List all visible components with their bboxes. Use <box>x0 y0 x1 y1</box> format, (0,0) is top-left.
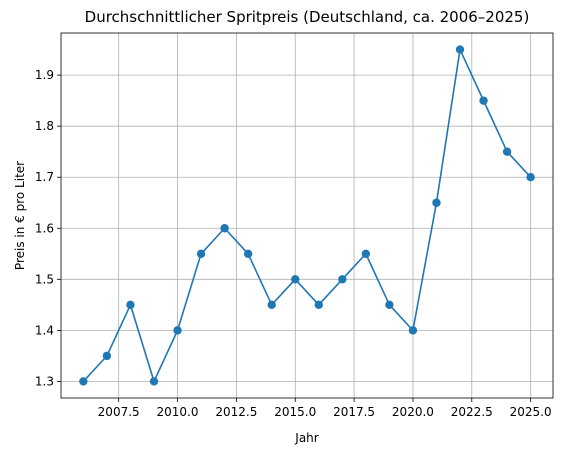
ticks: 2007.5 2010.0 2012.5 2015.0 2017.5 2020.0 2022… <box>35 68 552 419</box>
data-point <box>173 326 182 335</box>
y-tick-label: 1.6 <box>35 221 54 235</box>
y-tick-label: 1.7 <box>35 170 54 184</box>
x-tick-label: 2015.0 <box>274 405 316 419</box>
grid <box>61 33 553 398</box>
y-tick-label: 1.4 <box>35 323 54 337</box>
chart-title: Durchschnittlicher Spritpreis (Deutschla… <box>85 8 530 26</box>
data-point <box>385 300 394 310</box>
data-point <box>432 198 441 207</box>
data-point <box>126 300 135 310</box>
data-point <box>479 96 488 105</box>
data-point <box>314 300 323 310</box>
data-point <box>291 275 300 284</box>
data-point <box>455 45 465 54</box>
x-tick-label: 2012.5 <box>215 405 257 419</box>
data-point <box>338 275 347 284</box>
y-tick-label: 1.3 <box>35 374 54 388</box>
data-point <box>149 377 159 386</box>
y-axis-label: Preis in € pro Liter <box>13 161 27 270</box>
y-tick-label: 1.9 <box>35 68 54 82</box>
x-tick-label: 2007.5 <box>98 405 140 419</box>
y-tick-label: 1.5 <box>35 272 54 286</box>
data-point <box>102 351 112 361</box>
x-tick-label: 2010.0 <box>157 405 199 419</box>
data-point <box>502 147 512 156</box>
series <box>79 45 535 386</box>
data-point <box>361 249 371 258</box>
x-axis-label: Jahr <box>294 431 318 445</box>
x-tick-label: 2025.0 <box>510 405 552 419</box>
data-point <box>243 249 253 258</box>
plot-area-frame <box>60 32 554 399</box>
data-point <box>267 300 276 310</box>
series-line <box>82 48 532 383</box>
data-point <box>220 224 229 233</box>
x-tick-label: 2022.5 <box>451 405 493 419</box>
data-point <box>408 326 418 335</box>
data-point <box>526 173 535 182</box>
data-point <box>196 249 206 258</box>
x-tick-label: 2020.0 <box>392 405 434 419</box>
x-tick-label: 2017.5 <box>333 405 375 419</box>
data-point <box>79 377 88 386</box>
y-tick-label: 1.8 <box>35 119 54 133</box>
